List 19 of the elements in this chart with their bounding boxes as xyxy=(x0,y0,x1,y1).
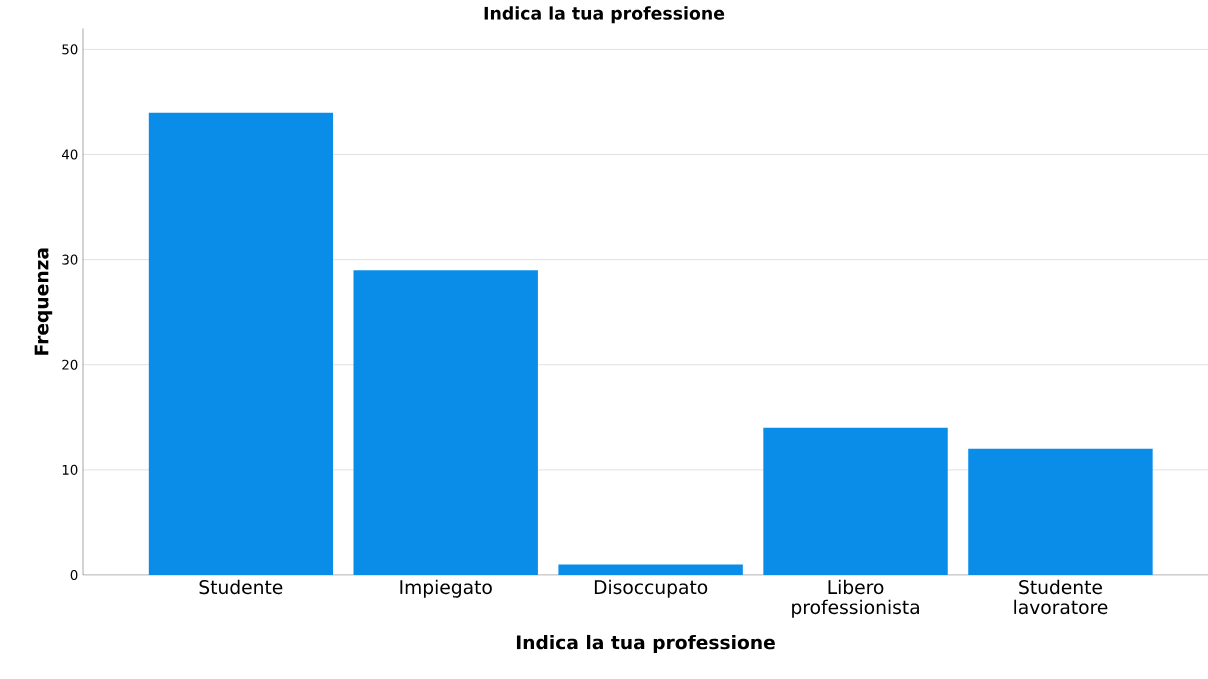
y-tick-label: 0 xyxy=(70,569,78,581)
x-tick-label: Studente lavoratore xyxy=(1014,579,1108,615)
y-axis-title: Frequenza xyxy=(34,248,53,355)
bar xyxy=(558,564,743,575)
x-axis-title: Indica la tua professione xyxy=(516,634,775,653)
x-tick-label: Disoccupato xyxy=(594,579,708,598)
y-tick-label: 50 xyxy=(62,44,78,55)
y-tick-label: 10 xyxy=(62,464,78,475)
chart-title: Indica la tua professione xyxy=(484,6,725,24)
y-tick-label: 30 xyxy=(62,254,78,265)
y-tick-label: 40 xyxy=(61,149,78,160)
bar xyxy=(148,112,334,575)
x-tick-label: Libero professionista xyxy=(792,579,919,618)
x-tick-label: Impiegato xyxy=(400,579,492,598)
bar xyxy=(353,270,538,575)
bar xyxy=(763,427,948,575)
y-tick-label: 20 xyxy=(62,359,78,370)
x-tick-label: Studente xyxy=(199,579,283,595)
bar xyxy=(968,448,1153,575)
